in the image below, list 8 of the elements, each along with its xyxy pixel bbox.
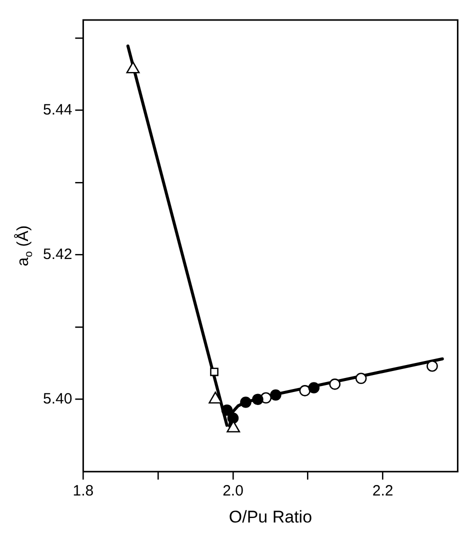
y-axis-title: ao (Å) bbox=[14, 225, 35, 266]
y-tick-label: 5.40 bbox=[42, 390, 72, 408]
y-tick-label: 5.42 bbox=[42, 246, 72, 263]
x-tick-label: 2.0 bbox=[222, 482, 244, 500]
x-tick-label: 1.8 bbox=[72, 482, 94, 500]
x-tick-label: 2.2 bbox=[372, 482, 394, 500]
x-axis-title: O/Pu Ratio bbox=[228, 507, 312, 526]
y-tick-label: 5.44 bbox=[42, 101, 72, 118]
